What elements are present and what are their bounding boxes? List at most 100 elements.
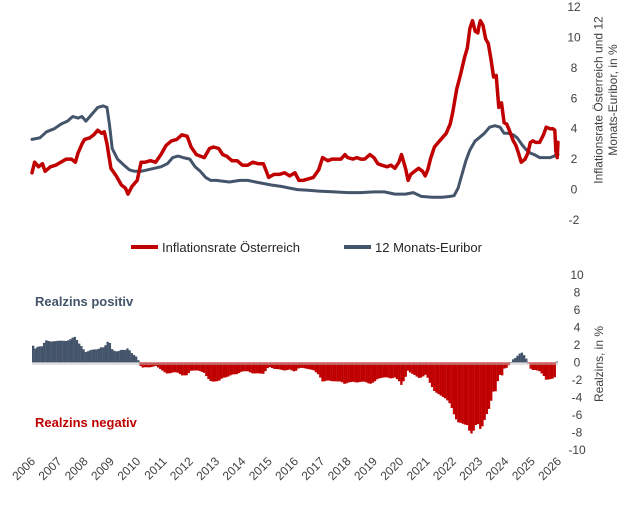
real-rate-bar (124, 350, 127, 363)
bottom-y-tick-label: 8 (574, 286, 581, 300)
real-rate-bar (529, 362, 532, 369)
real-rate-bar (69, 339, 72, 363)
real-rate-bar (312, 362, 315, 371)
real-rate-bar (336, 362, 339, 382)
top-y-tick-label: -2 (569, 213, 580, 227)
x-tick-label: 2010 (115, 454, 144, 483)
real-rate-bars (32, 336, 559, 434)
real-rate-bar (334, 362, 337, 382)
real-rate-bar (321, 362, 324, 382)
real-rate-bar (281, 362, 285, 371)
real-rate-bar (167, 362, 171, 374)
real-rate-bar (446, 362, 449, 401)
real-rate-bar (292, 362, 296, 372)
real-rate-bar (126, 348, 129, 363)
real-rate-bar (527, 362, 530, 364)
x-tick-label: 2020 (378, 454, 407, 483)
bottom-y-tick-label: -2 (572, 373, 583, 387)
real-rate-bar (384, 362, 388, 378)
x-tick-label: 2022 (430, 454, 459, 483)
real-rate-bar (522, 355, 526, 363)
real-rate-bar (137, 360, 140, 363)
real-rate-bar (34, 348, 37, 363)
real-rate-bar (194, 362, 197, 371)
x-tick-label: 2012 (167, 454, 196, 483)
real-rate-bar (295, 362, 298, 371)
real-rate-bar (338, 362, 342, 382)
real-rate-bar (163, 362, 166, 373)
real-rate-bar (196, 362, 199, 371)
real-rate-bar (286, 362, 289, 371)
real-rate-bar (200, 362, 204, 372)
real-rate-bar (308, 362, 311, 370)
real-rate-bar (540, 362, 543, 374)
real-rate-bar (498, 362, 502, 375)
real-rate-bar (369, 362, 372, 384)
real-rate-bar (148, 362, 151, 368)
real-rate-bar (450, 362, 453, 408)
real-rate-bar (71, 337, 74, 363)
bottom-y-tick-label: -6 (572, 408, 583, 422)
real-rate-bar (93, 349, 96, 363)
bottom-y-tick-label: 10 (570, 268, 584, 282)
real-rate-bar (391, 362, 394, 379)
real-rate-bar (108, 342, 112, 363)
real-rate-bar (347, 362, 350, 383)
real-rate-bar (402, 362, 405, 382)
top-y-tick-label: 8 (571, 61, 578, 75)
real-rate-bar (95, 349, 98, 363)
real-rate-bar (356, 362, 359, 383)
real-rate-bar (349, 362, 353, 383)
real-rate-bar (303, 362, 307, 369)
real-rate-bar (156, 362, 160, 368)
real-rate-bar (231, 362, 234, 375)
real-rate-bar (481, 362, 484, 427)
real-rate-bar (67, 340, 70, 363)
real-rate-bar (253, 362, 256, 374)
real-rate-bar (99, 347, 103, 363)
real-rate-bar (371, 362, 375, 383)
real-rate-bar (345, 362, 348, 384)
real-rate-bar (332, 362, 335, 382)
real-rate-bar (485, 362, 489, 415)
real-rate-bar (277, 362, 280, 370)
x-axis-ticks: 2006200720082009201020112012201320142015… (9, 454, 564, 483)
top-y-axis-ticks: -2 0 2 4 6 8 10 12 (567, 0, 581, 227)
real-rate-bar (78, 343, 81, 363)
real-rate-bar (483, 362, 486, 420)
real-rate-bar (470, 362, 473, 434)
real-rate-bar (316, 362, 320, 375)
real-rate-bar (468, 362, 471, 431)
real-rate-bar (376, 362, 379, 380)
bottom-y-tick-label: 4 (574, 321, 581, 335)
real-rate-bar (106, 341, 109, 363)
real-rate-bar (119, 350, 123, 363)
top-y-tick-label: 10 (567, 30, 581, 44)
real-rate-bar (297, 362, 300, 369)
real-rate-bar (246, 362, 250, 372)
top-y-axis-title-line1: Inflationsrate Österreich und 12 (592, 16, 606, 184)
real-rate-bar (279, 362, 282, 370)
real-rate-bar (305, 362, 309, 369)
real-rate-bar (479, 362, 482, 429)
real-rate-bar (259, 362, 263, 374)
real-rate-bar (47, 340, 50, 363)
real-rate-bar (60, 340, 63, 363)
real-rate-bar (422, 362, 425, 377)
real-rate-bar (290, 362, 293, 371)
real-rate-bar (165, 362, 169, 374)
real-rate-bar (56, 340, 59, 363)
real-rate-bar (185, 362, 188, 376)
real-rate-bar (441, 362, 445, 398)
top-y-tick-label: 2 (571, 152, 578, 166)
real-rate-bar (314, 362, 318, 373)
real-rate-bar (419, 362, 423, 378)
real-rate-bar (141, 362, 144, 368)
real-rate-bar (143, 362, 147, 368)
real-rate-bar (209, 362, 212, 382)
real-rate-bar (102, 347, 105, 363)
x-tick-label: 2017 (299, 454, 328, 483)
real-rate-bar (130, 353, 133, 363)
real-rate-bar (38, 346, 41, 363)
